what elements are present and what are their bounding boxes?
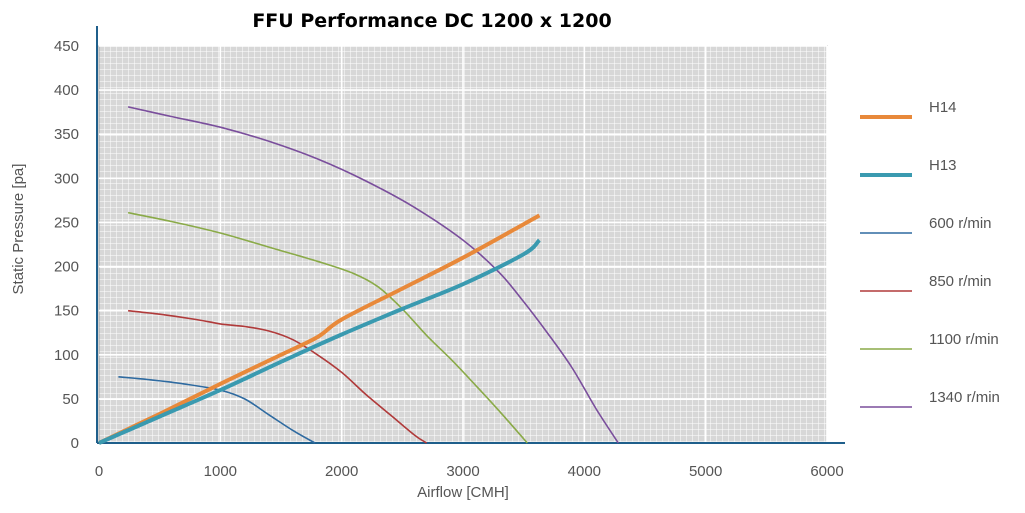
x-tick-label: 5000 (689, 463, 722, 480)
x-tick-label: 6000 (810, 463, 843, 480)
series-line-h14 (98, 213, 541, 445)
y-tick-label: 0 (71, 435, 79, 452)
series-line-h13 (98, 238, 541, 445)
legend-label-1340-r-min: 1340 r/min (929, 389, 1000, 406)
y-tick-label: 250 (54, 214, 79, 231)
x-tick-label: 3000 (446, 463, 479, 480)
y-tick-label: 300 (54, 170, 79, 187)
x-tick-label: 1000 (204, 463, 237, 480)
axes (96, 26, 845, 444)
legend: H14 H13 600 r/min 850 r/min 1100 r/min 1340 r… (860, 99, 1000, 408)
legend-label-600-r-min: 600 r/min (929, 215, 992, 232)
y-tick-label: 450 (54, 38, 79, 55)
y-tick-labels: 0 50 100 150 200 250 300 350 400 450 (54, 38, 79, 452)
y-tick-label: 100 (54, 347, 79, 364)
chart-title: FFU Performance DC 1200 x 1200 (252, 10, 611, 32)
legend-label-h13: H13 (929, 157, 957, 174)
x-tick-labels: 0 1000 2000 3000 4000 5000 6000 (95, 463, 844, 480)
legend-label-1100-r-min: 1100 r/min (929, 331, 999, 348)
y-tick-label: 350 (54, 126, 79, 143)
series-line-1100-r-min (127, 211, 528, 444)
series-lines (98, 106, 619, 445)
y-tick-label: 50 (62, 391, 79, 408)
y-tick-label: 200 (54, 259, 79, 276)
legend-label-850-r-min: 850 r/min (929, 273, 992, 290)
series-line-850-r-min (128, 309, 428, 444)
x-tick-label: 0 (95, 463, 103, 480)
y-tick-label: 150 (54, 303, 79, 320)
x-axis-label: Airflow [CMH] (417, 484, 509, 501)
grid (99, 45, 828, 443)
series-line-1340-r-min (127, 106, 619, 444)
x-tick-label: 2000 (325, 463, 358, 480)
y-axis-label: Static Pressure [pa] (10, 164, 27, 295)
x-tick-label: 4000 (568, 463, 601, 480)
legend-label-h14: H14 (929, 99, 957, 116)
y-tick-label: 400 (54, 82, 79, 99)
series-line-600-r-min (118, 376, 316, 444)
